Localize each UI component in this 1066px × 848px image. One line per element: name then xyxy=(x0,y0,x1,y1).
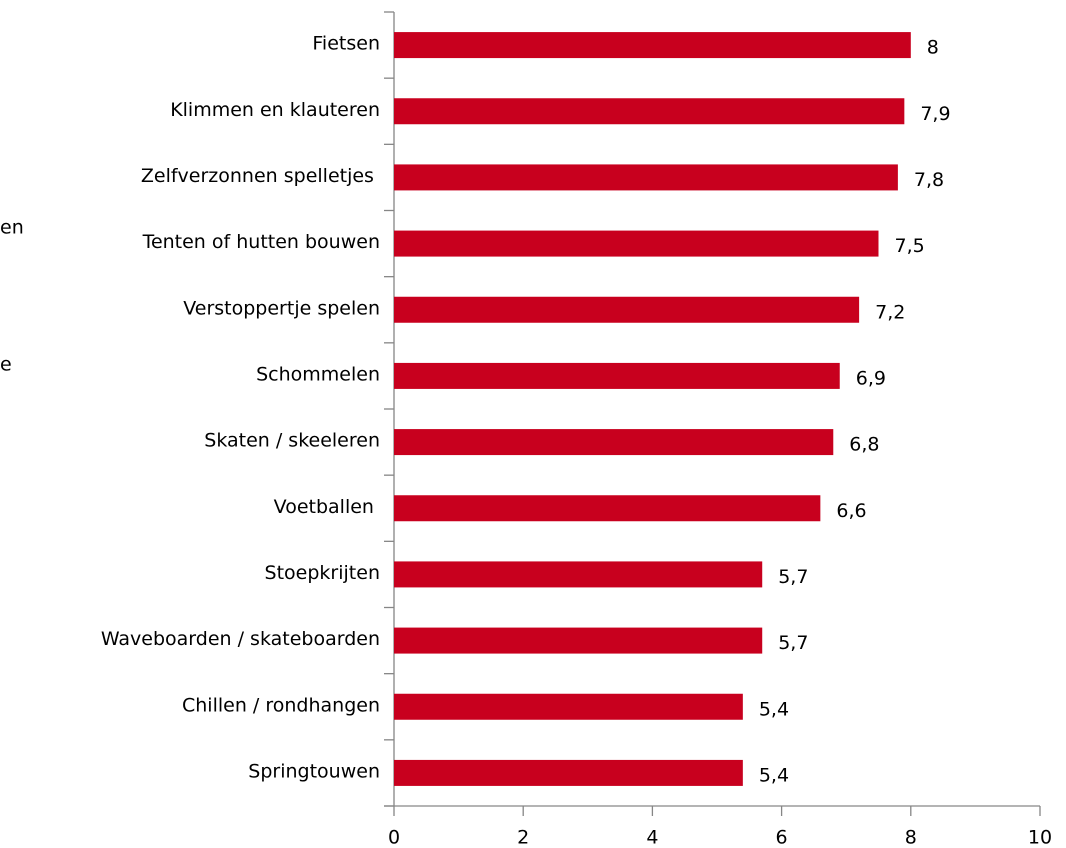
value-label: 7,5 xyxy=(895,235,925,257)
y-tick-label: Waveboarden / skateboarden xyxy=(101,628,380,650)
value-label: 6,6 xyxy=(836,500,866,522)
bar xyxy=(394,32,911,59)
value-label: 5,7 xyxy=(778,566,808,588)
y-tick-label: Zelfverzonnen spelletjes xyxy=(141,165,380,187)
annotation: en xyxy=(0,217,24,239)
bar xyxy=(394,362,840,389)
y-tick-label: Schommelen xyxy=(256,363,380,385)
value-label: 6,9 xyxy=(856,367,886,389)
value-label: 5,4 xyxy=(759,764,789,786)
x-tick-label: 6 xyxy=(776,827,788,848)
bar xyxy=(394,627,763,654)
bar xyxy=(394,759,743,786)
bar xyxy=(394,296,860,323)
value-label: 7,8 xyxy=(914,169,944,191)
y-tick-label: Springtouwen xyxy=(248,760,380,782)
annotation: e xyxy=(0,354,12,376)
bar xyxy=(394,693,743,720)
value-label: 7,2 xyxy=(875,301,905,323)
x-tick-label: 8 xyxy=(905,827,917,848)
value-label: 6,8 xyxy=(849,434,879,456)
y-tick-label: Chillen / rondhangen xyxy=(182,694,380,716)
y-tick-label: Verstoppertje spelen xyxy=(183,297,380,319)
bar xyxy=(394,495,821,522)
x-tick-label: 0 xyxy=(388,827,400,848)
bar xyxy=(394,561,763,588)
value-label: 5,7 xyxy=(778,632,808,654)
y-tick-label: Voetballen xyxy=(274,496,380,518)
x-tick-label: 2 xyxy=(517,827,529,848)
bar xyxy=(394,164,898,191)
value-label: 7,9 xyxy=(920,103,950,125)
x-tick-label: 4 xyxy=(646,827,658,848)
bar xyxy=(394,98,905,125)
y-tick-label: Fietsen xyxy=(312,33,380,55)
y-tick-label: Stoepkrijten xyxy=(265,562,380,584)
value-label: 8 xyxy=(927,37,939,59)
value-label: 5,4 xyxy=(759,698,789,720)
y-tick-label: Klimmen en klauteren xyxy=(170,99,380,121)
bar xyxy=(394,230,879,257)
y-tick-label: Tenten of hutten bouwen xyxy=(142,231,380,253)
bar xyxy=(394,429,834,456)
x-tick-label: 10 xyxy=(1028,827,1052,848)
y-tick-label: Skaten / skeeleren xyxy=(204,430,380,452)
